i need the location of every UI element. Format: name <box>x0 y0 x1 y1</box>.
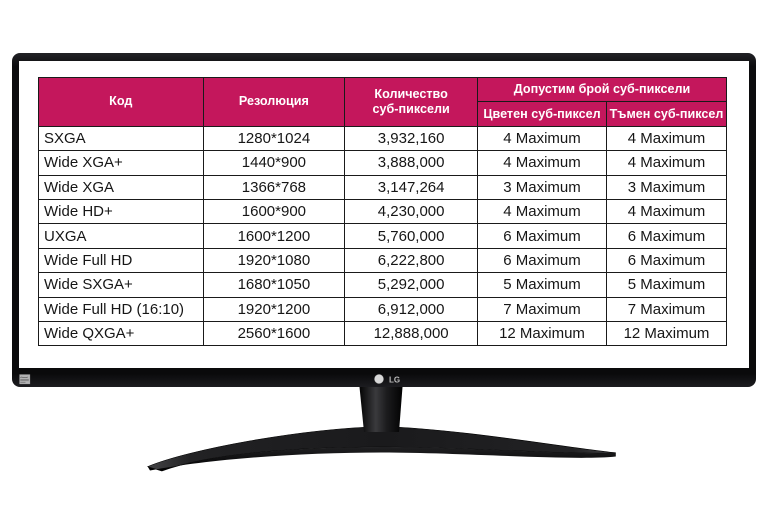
svg-text:LG: LG <box>389 375 400 384</box>
